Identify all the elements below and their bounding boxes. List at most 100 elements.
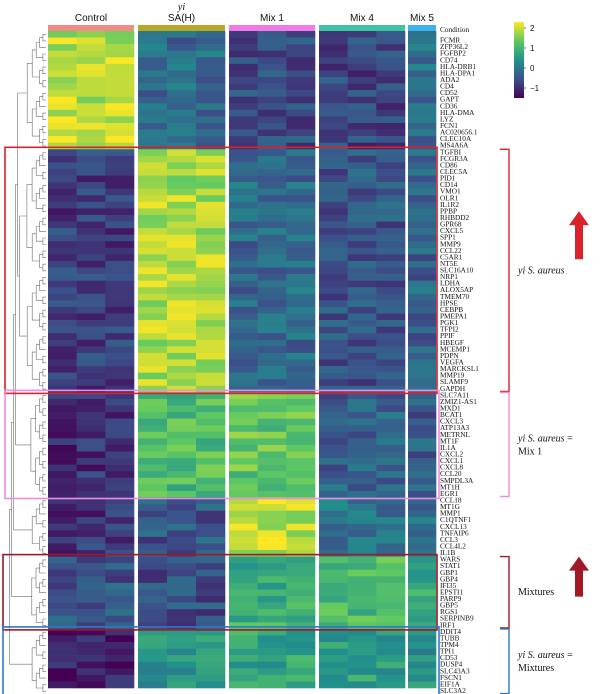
dendrogram-branch <box>42 664 46 672</box>
heatmap-cell <box>105 352 135 360</box>
heatmap-cell <box>167 536 197 544</box>
heatmap-cell <box>76 661 106 669</box>
heatmap-cell <box>286 412 316 419</box>
heatmap-cell <box>76 359 106 367</box>
heatmap-cell <box>257 372 287 380</box>
dendrogram-branch <box>42 250 46 258</box>
heatmap-cell <box>286 57 316 65</box>
heatmap-cell <box>286 431 316 439</box>
heatmap-cell <box>257 63 287 71</box>
heatmap-cell <box>229 431 258 439</box>
heatmap-cell <box>408 31 437 38</box>
heatmap-cell <box>167 162 197 170</box>
heatmap-cell <box>319 44 348 52</box>
heatmap-cell <box>229 458 258 465</box>
heatmap-cell <box>408 444 437 452</box>
heatmap-cell <box>76 530 106 538</box>
heatmap-cell <box>48 615 77 623</box>
heatmap-cell <box>376 668 406 676</box>
heatmap-cell <box>257 418 287 426</box>
dendrogram-branch <box>35 160 43 176</box>
heatmap-cell <box>48 260 77 268</box>
heatmap-cell <box>196 274 226 281</box>
heatmap-cell <box>257 582 287 590</box>
heatmap-cell <box>376 116 406 124</box>
heatmap-cell <box>48 418 77 426</box>
heatmap-cell <box>105 293 135 301</box>
heatmap-cell <box>138 398 168 406</box>
heatmap-cell <box>196 379 226 387</box>
heatmap-cell <box>408 372 437 380</box>
heatmap-cell <box>76 208 106 216</box>
heatmap-cell <box>229 563 258 571</box>
dendrogram-branch <box>42 152 46 160</box>
heatmap-cell <box>76 175 106 183</box>
dendrogram-branch <box>42 296 46 304</box>
dendrogram-branch <box>11 422 32 597</box>
heatmap-cell <box>76 109 106 117</box>
heatmap-cell <box>167 31 197 38</box>
heatmap-cell <box>257 497 287 505</box>
heatmap-cell <box>76 326 106 334</box>
heatmap-cell <box>257 523 287 531</box>
heatmap-cell <box>196 83 226 91</box>
heatmap-cell <box>48 234 77 242</box>
heatmap-cell <box>376 484 406 492</box>
heatmap-cell <box>408 320 437 327</box>
heatmap-cell <box>347 142 377 150</box>
heatmap-cell <box>196 241 226 249</box>
heatmap-cell <box>319 109 348 117</box>
heatmap-cell <box>319 90 348 97</box>
dendrogram-branch <box>42 112 46 120</box>
gene-label: GBP1 <box>440 568 458 577</box>
heatmap-cell <box>76 274 106 281</box>
heatmap-cell <box>138 267 168 275</box>
heatmap-cell <box>347 339 377 347</box>
heatmap-cell <box>347 168 377 176</box>
heatmap-cell <box>257 313 287 321</box>
heatmap-cell <box>229 385 258 393</box>
heatmap-cell <box>347 57 377 65</box>
heatmap-cell <box>319 477 348 485</box>
heatmap-cell <box>319 510 348 518</box>
heatmap-cell <box>229 37 258 45</box>
heatmap-cell <box>319 596 348 603</box>
heatmap-cell <box>347 438 377 446</box>
heatmap-cell <box>286 661 316 669</box>
heatmap-cell <box>138 195 168 203</box>
heatmap-cell <box>167 333 197 341</box>
heatmap-cell <box>48 195 77 203</box>
heatmap-cell <box>105 162 135 170</box>
heatmap-cell <box>347 674 377 682</box>
heatmap-cell <box>138 96 168 104</box>
heatmap-cell <box>48 162 77 170</box>
heatmap-cell <box>257 661 287 669</box>
heatmap-cell <box>48 359 77 367</box>
heatmap-cell <box>196 569 226 577</box>
dendrogram-branch <box>42 204 46 212</box>
heatmap-cell <box>105 589 135 597</box>
heatmap-cell <box>408 136 437 143</box>
heatmap-cell <box>76 681 106 689</box>
heatmap-cell <box>376 359 406 367</box>
heatmap-cell <box>196 195 226 203</box>
heatmap-cell <box>105 306 135 314</box>
heatmap-cell <box>319 274 348 281</box>
heatmap-cell <box>257 241 287 249</box>
heatmap-cell <box>286 162 316 170</box>
heatmap-cell <box>76 313 106 321</box>
heatmap-cell <box>408 339 437 347</box>
heatmap-cell <box>167 234 197 242</box>
heatmap-cell <box>229 122 258 130</box>
heatmap-cell <box>376 530 406 538</box>
heatmap-cell <box>167 175 197 183</box>
heatmap-cell <box>196 563 226 571</box>
heatmap-cell <box>76 201 106 209</box>
heatmap-cell <box>229 70 258 78</box>
heatmap-cell <box>376 352 406 360</box>
heatmap-cell <box>257 122 287 130</box>
heatmap-cell <box>257 517 287 525</box>
heatmap-cell <box>196 57 226 65</box>
heatmap-cell <box>347 543 377 551</box>
heatmap-cell <box>376 425 406 433</box>
